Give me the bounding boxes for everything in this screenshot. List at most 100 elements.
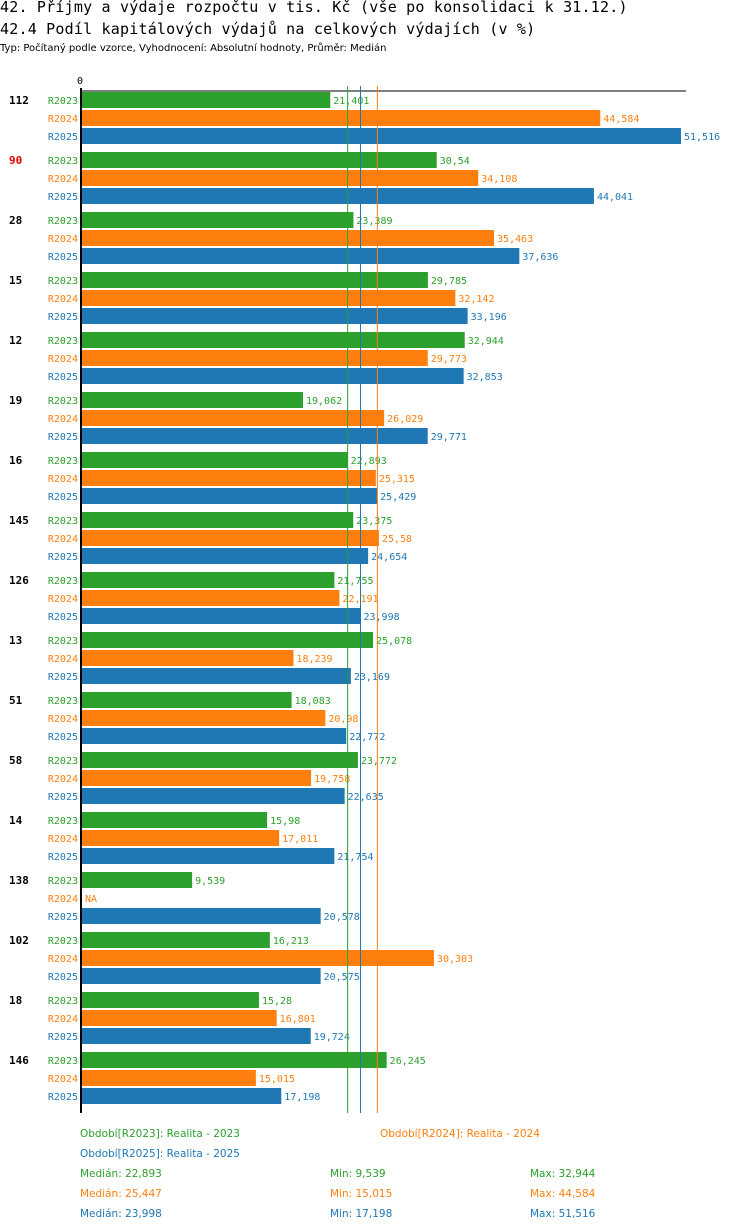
category-label: 138 [9,874,29,887]
data-label: 25,078 [376,636,412,647]
bar-r2024 [81,470,376,486]
bar-r2025 [81,488,378,504]
data-label: 22,772 [349,732,385,743]
bar-r2023 [81,692,292,708]
series-label-r2023: R2023 [48,936,78,947]
category-label: 145 [9,514,29,527]
data-label: 37,636 [522,252,558,263]
series-label-r2024: R2024 [48,654,78,665]
data-label: 25,315 [379,474,415,485]
bar-r2024 [81,170,479,186]
bar-r2024 [81,1070,256,1086]
data-label: 21,401 [333,96,369,107]
bar-r2025 [81,848,335,864]
data-label: 20,98 [328,714,358,725]
series-label-r2025: R2025 [48,1032,78,1043]
legend-r2023: Období[R2023]: Realita - 2023 [80,1128,240,1140]
data-label: 32,944 [468,336,504,347]
category-label: 51 [9,694,23,707]
bar-r2023 [81,272,428,288]
series-label-r2023: R2023 [48,576,78,587]
bar-r2024 [81,770,312,786]
stat-min-r2025: Min: 17,198 [330,1208,393,1220]
series-label-r2025: R2025 [48,612,78,623]
bar-r2023 [81,932,270,948]
data-label: 17,011 [282,834,318,845]
series-label-r2025: R2025 [48,912,78,923]
data-label: 19,062 [306,396,342,407]
series-label-r2024: R2024 [48,114,78,125]
series-label-r2025: R2025 [48,492,78,503]
data-label: 44,584 [603,114,639,125]
bar-r2023 [81,572,335,588]
data-label: 22,635 [348,792,384,803]
stat-max-r2025: Max: 51,516 [530,1208,596,1220]
data-label: 32,853 [467,372,503,383]
data-label: 18,239 [296,654,332,665]
bar-r2024 [81,590,340,606]
data-label: 15,28 [262,996,292,1007]
category-label: 146 [9,1054,29,1067]
series-label-r2024: R2024 [48,834,78,845]
series-label-r2023: R2023 [48,816,78,827]
bar-r2024 [81,110,601,126]
series-label-r2024: R2024 [48,354,78,365]
series-label-r2025: R2025 [48,1092,78,1103]
category-label: 126 [9,574,29,587]
bar-r2025 [81,548,369,564]
series-label-r2025: R2025 [48,132,78,143]
bar-r2025 [81,248,520,264]
data-label: 23,772 [361,756,397,767]
data-label: 23,389 [356,216,392,227]
data-label: 23,169 [354,672,390,683]
series-label-r2024: R2024 [48,774,78,785]
category-label: 13 [9,634,22,647]
series-label-r2023: R2023 [48,276,78,287]
data-label: 19,758 [314,774,350,785]
series-label-r2025: R2025 [48,252,78,263]
bar-r2025 [81,1088,282,1104]
data-label: 44,041 [597,192,633,203]
bar-r2025 [81,968,321,984]
bar-r2023 [81,992,259,1008]
series-label-r2024: R2024 [48,714,78,725]
category-label: 18 [9,994,22,1007]
category-label: 19 [9,394,22,407]
series-label-r2023: R2023 [48,96,78,107]
x-tick-label-0: 0 [77,76,83,87]
bar-r2023 [81,872,193,888]
bar-r2025 [81,368,464,384]
data-label: 24,654 [371,552,407,563]
series-label-r2023: R2023 [48,156,78,167]
category-label: 15 [9,274,22,287]
category-label: 12 [9,334,22,347]
data-label: 32,142 [458,294,494,305]
series-label-r2023: R2023 [48,516,78,527]
bar-r2023 [81,152,437,168]
category-label: 16 [9,454,23,467]
category-label: 58 [9,754,22,767]
stat-max-r2023: Max: 32,944 [530,1168,596,1180]
bar-r2023 [81,632,374,648]
stat-max-r2024: Max: 44,584 [530,1188,596,1200]
data-label: 34,108 [481,174,517,185]
series-label-r2024: R2024 [48,234,78,245]
category-label: 112 [9,94,29,107]
legend-r2025: Období[R2025]: Realita - 2025 [80,1148,240,1160]
data-label: 25,429 [380,492,416,503]
bar-r2025 [81,308,468,324]
series-label-r2023: R2023 [48,876,78,887]
bar-r2023 [81,812,268,828]
series-label-r2025: R2025 [48,312,78,323]
series-label-r2025: R2025 [48,732,78,743]
bar-r2025 [81,728,347,744]
data-label: 21,755 [337,576,373,587]
series-label-r2023: R2023 [48,336,78,347]
category-label: 28 [9,214,22,227]
series-label-r2025: R2025 [48,432,78,443]
data-label: 29,771 [431,432,467,443]
data-label: 21,754 [337,852,373,863]
data-label: 19,724 [314,1032,350,1043]
data-label: 15,015 [259,1074,295,1085]
series-label-r2023: R2023 [48,996,78,1007]
